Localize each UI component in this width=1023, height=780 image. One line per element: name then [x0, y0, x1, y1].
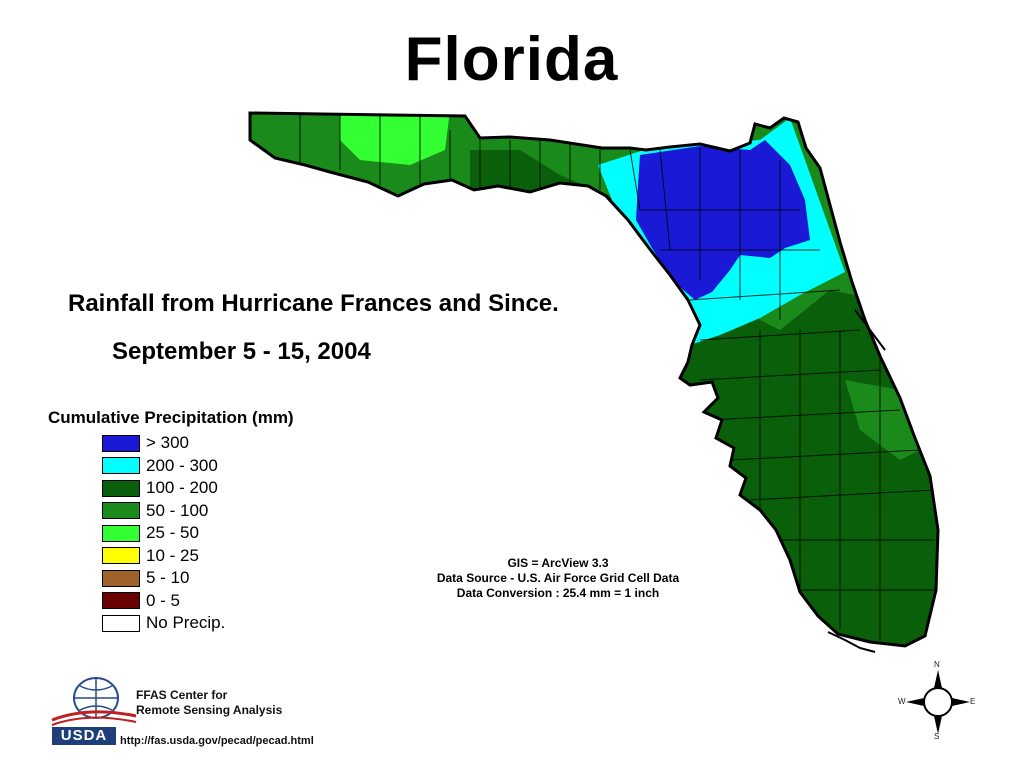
legend-label: 25 - 50 — [146, 523, 199, 543]
legend-swatch — [102, 569, 140, 587]
legend-swatch — [102, 502, 140, 520]
legend-label: No Precip. — [146, 613, 226, 633]
compass-e: E — [970, 697, 976, 706]
compass-n: N — [934, 660, 940, 669]
legend-label: 100 - 200 — [146, 478, 218, 498]
legend-swatch — [102, 614, 140, 632]
legend-title: Cumulative Precipitation (mm) — [48, 408, 294, 427]
legend-swatch — [102, 592, 140, 610]
legend-item: 0 - 5 — [102, 590, 225, 613]
legend-item: No Precip. — [102, 612, 225, 635]
info-line1: GIS = ArcView 3.3 — [507, 556, 609, 570]
legend-swatch — [102, 434, 140, 452]
source-url-link[interactable]: http://fas.usda.gov/pecad/pecad.html — [120, 735, 314, 747]
legend-label: 5 - 10 — [146, 568, 190, 588]
legend-item: > 300 — [102, 432, 225, 455]
legend-label: 50 - 100 — [146, 500, 209, 520]
compass-s: S — [934, 732, 940, 741]
legend-item: 5 - 10 — [102, 567, 225, 590]
compass-rose-icon — [906, 670, 970, 734]
legend-item: 100 - 200 — [102, 477, 225, 500]
legend-swatch — [102, 457, 140, 475]
org-line2: Remote Sensing Analysis — [136, 703, 283, 717]
legend-label: 200 - 300 — [146, 455, 218, 475]
legend-item: 10 - 25 — [102, 545, 225, 568]
legend-swatch — [102, 524, 140, 542]
legend-item: 25 - 50 — [102, 522, 225, 545]
legend-label: > 300 — [146, 433, 190, 453]
legend: > 300 200 - 300 100 - 200 50 - 100 25 - … — [102, 432, 225, 635]
org-line1: FFAS Center for — [136, 688, 228, 702]
legend-swatch — [102, 547, 140, 565]
legend-item: 50 - 100 — [102, 500, 225, 523]
legend-item: 200 - 300 — [102, 455, 225, 478]
legend-label: 10 - 25 — [146, 545, 199, 565]
subtitle-line2: September 5 - 15, 2004 — [112, 338, 371, 365]
data-source-info: GIS = ArcView 3.3 Data Source - U.S. Air… — [398, 556, 718, 601]
info-line3: Data Conversion : 25.4 mm = 1 inch — [456, 586, 660, 600]
info-line2: Data Source - U.S. Air Force Grid Cell D… — [436, 571, 680, 585]
legend-label: 0 - 5 — [146, 590, 181, 610]
compass-w: W — [898, 697, 906, 706]
usda-logo: USDA — [52, 727, 116, 745]
legend-swatch — [102, 479, 140, 497]
subtitle-line1: Rainfall from Hurricane Frances and Sinc… — [68, 290, 559, 317]
globe-logo-icon — [51, 677, 137, 726]
map-title: Florida — [404, 25, 619, 94]
